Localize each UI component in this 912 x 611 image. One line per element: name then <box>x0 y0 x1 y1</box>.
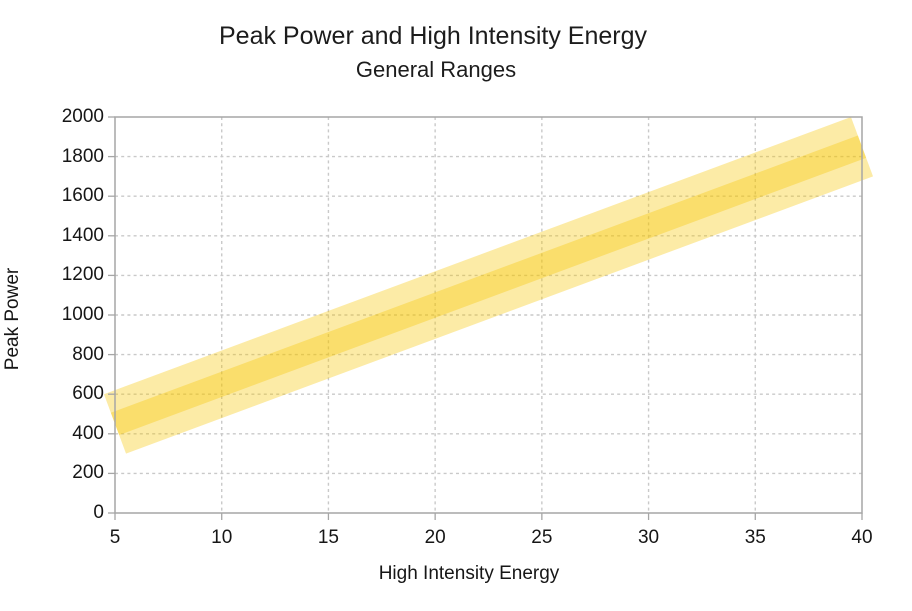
x-tick-label: 25 <box>531 527 553 548</box>
y-tick-label: 600 <box>72 383 104 405</box>
y-tick-label: 1600 <box>61 185 104 207</box>
y-tick-label: 1200 <box>61 264 104 286</box>
range-band <box>103 116 874 454</box>
y-tick-label: 0 <box>93 502 104 523</box>
y-tick-label: 1400 <box>61 224 104 246</box>
y-tick-label: 1000 <box>61 304 104 325</box>
x-tick-label: 15 <box>317 527 339 548</box>
x-axis-title: High Intensity Energy <box>378 563 560 584</box>
x-tick-label: 30 <box>637 527 660 548</box>
chart-title: Peak Power and High Intensity Energy <box>218 22 647 50</box>
trend-line <box>110 135 867 436</box>
x-tick-label: 35 <box>744 527 766 548</box>
y-axis-title: Peak Power <box>2 267 23 371</box>
y-tick-label: 800 <box>72 343 104 365</box>
y-tick-label: 200 <box>72 462 104 484</box>
y-tick-label: 1800 <box>61 145 104 167</box>
x-tick-label: 40 <box>851 527 873 548</box>
x-tick-label: 5 <box>109 527 121 548</box>
y-tick-label: 400 <box>72 422 104 444</box>
x-tick-label: 20 <box>424 527 446 548</box>
y-tick-label: 2000 <box>61 106 104 127</box>
x-tick-label: 10 <box>211 527 233 548</box>
chart-subtitle: General Ranges <box>355 57 517 82</box>
